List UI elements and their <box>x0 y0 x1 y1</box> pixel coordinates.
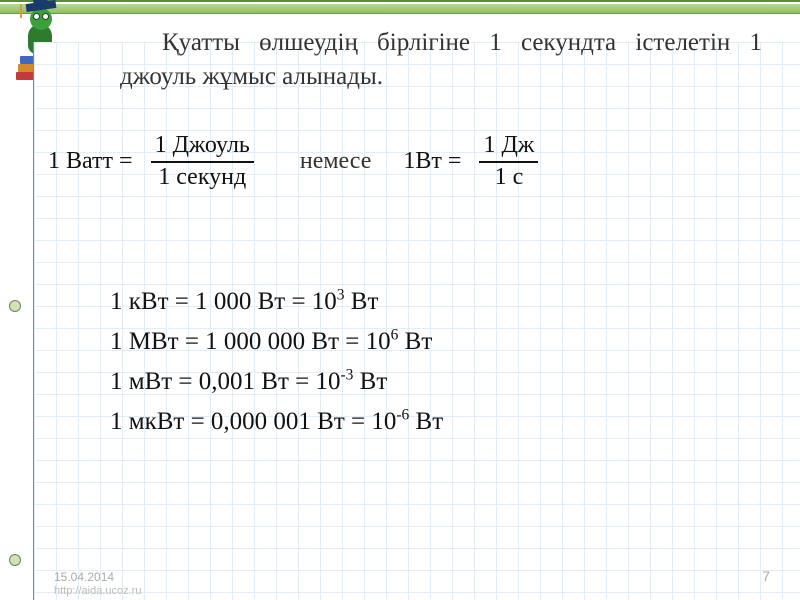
formula-left-denominator: 1 секунд <box>154 164 250 192</box>
conversion-line: 1 МВт = 1 000 000 Вт = 106 Вт <box>110 322 443 362</box>
binder-hole-icon <box>9 554 21 566</box>
formula-right-fraction: 1 Дж 1 с <box>479 132 538 191</box>
formula-connector: немесе <box>300 148 372 175</box>
footer-page-number: 7 <box>762 568 770 584</box>
formula-left-numerator: 1 Джоуль <box>151 132 254 160</box>
formula-right-numerator: 1 Дж <box>479 132 538 160</box>
formula-row: 1 Ватт = 1 Джоуль 1 секунд немесе 1Вт = … <box>48 132 760 191</box>
slide-heading: Қуатты өлшеудің бірлігіне 1 секундта іст… <box>120 26 762 94</box>
conversion-list: 1 кВт = 1 000 Вт = 103 Вт1 МВт = 1 000 0… <box>110 282 443 442</box>
formula-left-lhs: 1 Ватт = <box>48 148 133 175</box>
slide: Қуатты өлшеудің бірлігіне 1 секундта іст… <box>0 0 800 600</box>
binder-hole-icon <box>9 300 21 312</box>
formula-right-lhs: 1Вт = <box>403 148 461 175</box>
conversion-line: 1 мВт = 0,001 Вт = 10-3 Вт <box>110 362 443 402</box>
conversion-line: 1 кВт = 1 000 Вт = 103 Вт <box>110 282 443 322</box>
accent-bar <box>0 4 800 14</box>
formula-right-denominator: 1 с <box>491 164 528 192</box>
conversion-line: 1 мкВт = 0,000 001 Вт = 10-6 Вт <box>110 402 443 442</box>
footer-url: http://aida.ucoz.ru <box>54 585 141 597</box>
formula-left-fraction: 1 Джоуль 1 секунд <box>151 132 254 191</box>
footer-date: 15.04.2014 <box>54 570 114 584</box>
